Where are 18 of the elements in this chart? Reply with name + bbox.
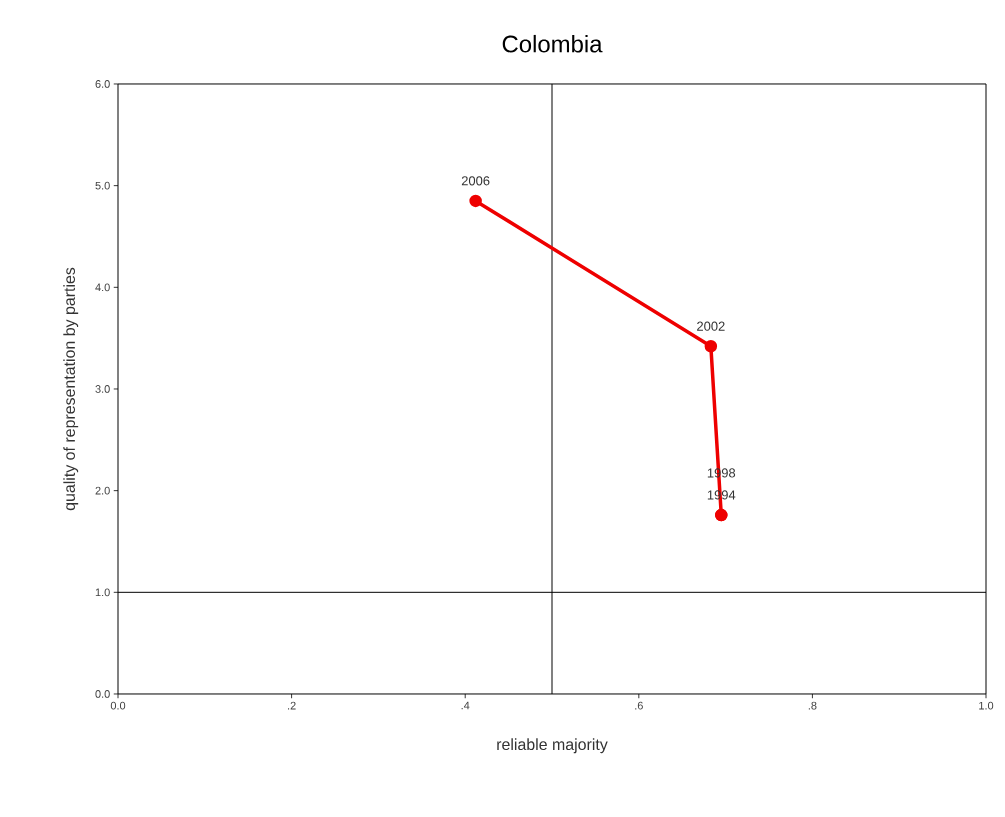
x-tick-label: .8 [808,701,817,710]
x-axis-title: reliable majority [497,738,608,754]
x-tick-label: .6 [635,701,643,710]
x-tick-label: 0.0 [110,701,126,710]
y-tick-label: 5.0 [95,181,110,190]
y-tick-label: 2.0 [95,486,110,495]
y-tick-label: 6.0 [95,80,110,88]
y-axis-title: quality of representation by parties [63,267,79,511]
y-tick-label: 0.0 [95,690,110,698]
annotation: 2006 [461,176,490,186]
y-tick-label: 4.0 [95,283,110,292]
annotation: 2002 [697,321,725,331]
y-tick-label: 3.0 [95,385,110,393]
y-tick-label: 1.0 [95,588,110,597]
x-tick-label: 1.0 [979,701,994,710]
x-tick-label: .4 [461,701,470,710]
chart-title: Colombia [502,34,603,53]
x-tick-label: .2 [288,701,296,710]
